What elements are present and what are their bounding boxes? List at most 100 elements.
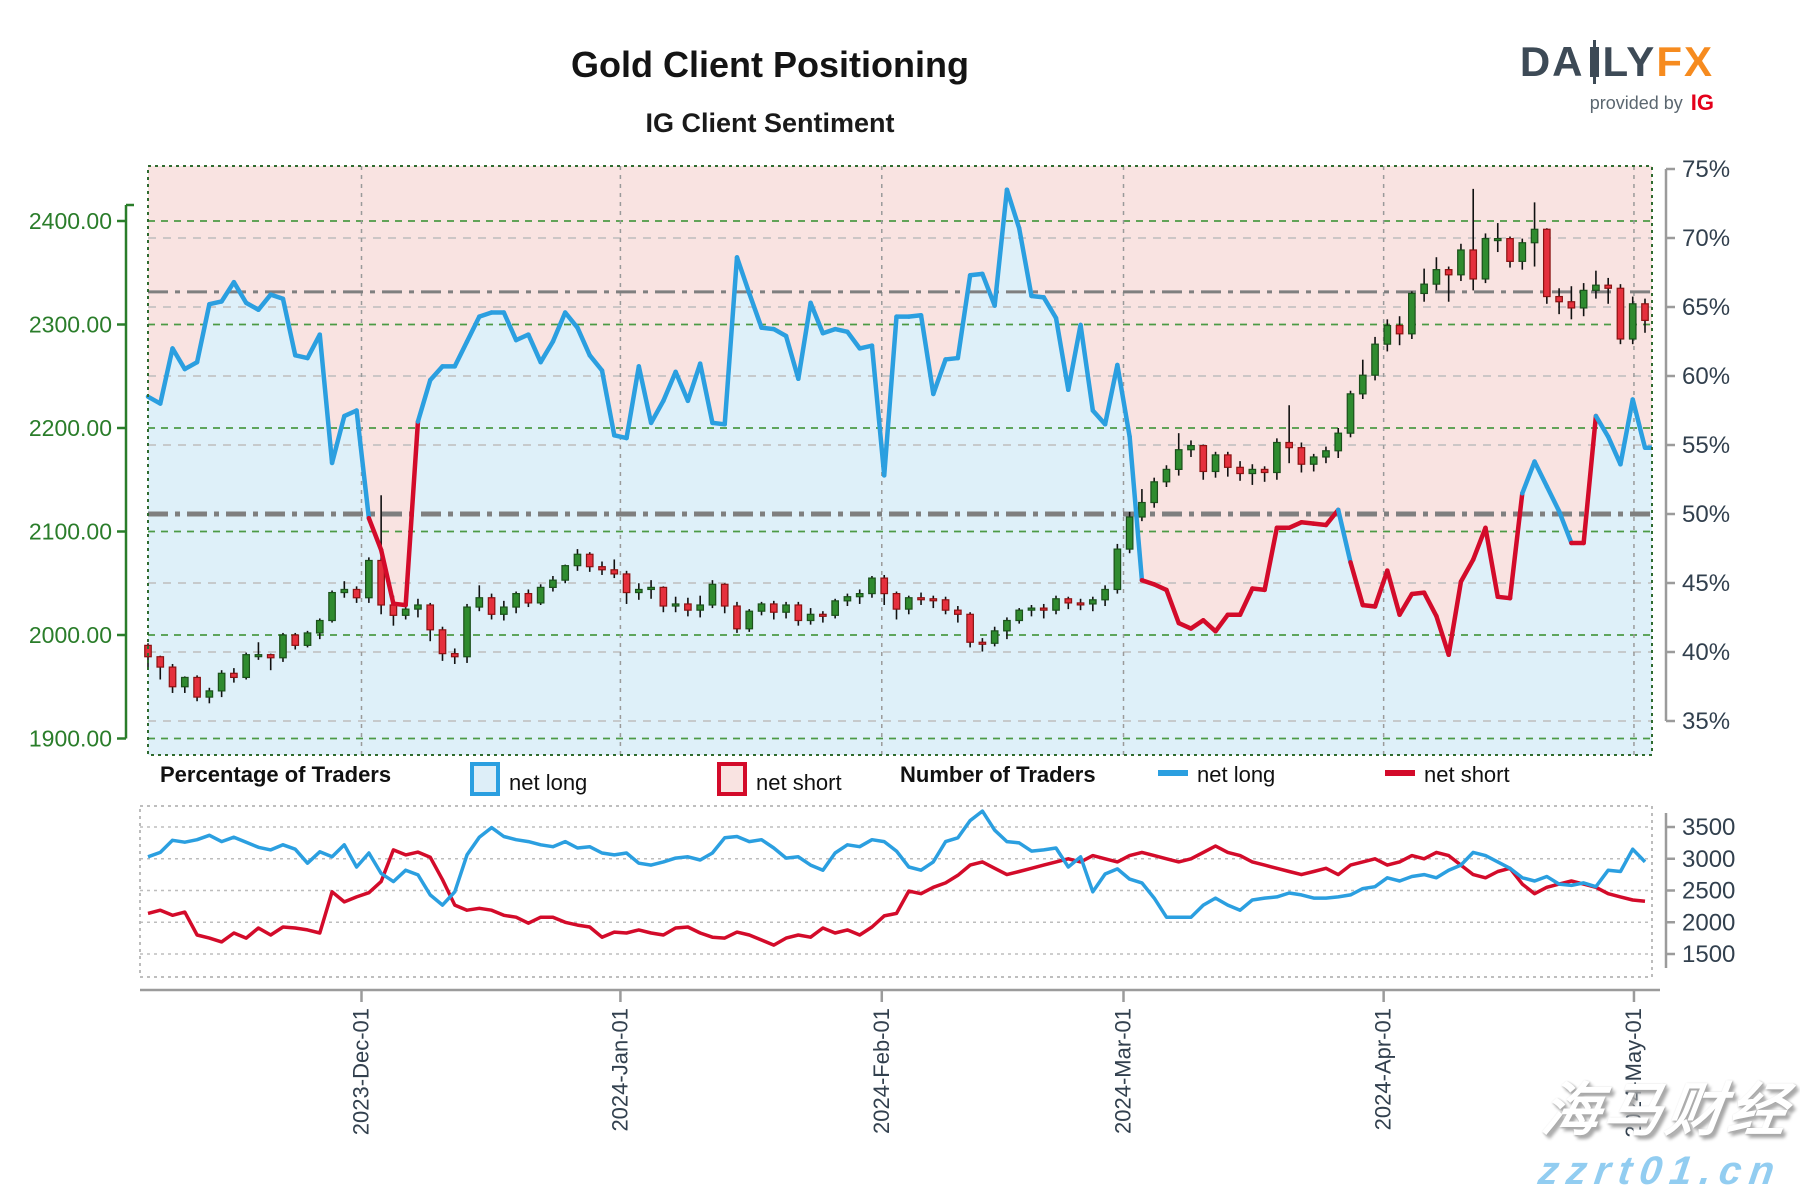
legend-number-header: Number of Traders: [900, 762, 1096, 787]
candle-bullish: [1162, 468, 1171, 483]
traders-net-short-line: [147, 844, 1646, 947]
percent-net-long-line: [808, 300, 826, 336]
watermark-chinese-text: 海马财经: [1537, 1078, 1796, 1143]
legend-num-net-long-label: net long: [1197, 762, 1276, 787]
candle-bullish: [1138, 501, 1146, 518]
candle-bullish: [1211, 454, 1220, 473]
percent-net-long-line: [881, 314, 899, 478]
x-tick-label: 2024-Jan-01: [607, 1008, 632, 1132]
percent-net-long-line: [1262, 525, 1280, 593]
candle-bearish: [193, 676, 201, 698]
candle-bearish: [1297, 447, 1306, 465]
candle-bearish: [598, 566, 606, 571]
price-tick-label: 2000.00: [29, 622, 112, 648]
percent-net-long-line: [182, 359, 200, 372]
candle-bullish: [708, 583, 717, 606]
candle-bullish: [217, 672, 226, 692]
candle-bullish: [1481, 237, 1490, 280]
percent-net-long-line: [538, 339, 556, 365]
percent-net-long-line: [1458, 557, 1476, 584]
candle-bullish: [1420, 283, 1428, 295]
percent-net-long-line: [403, 419, 421, 608]
candle-bullish: [549, 579, 557, 588]
candle-bullish: [512, 592, 520, 608]
candle-bearish: [684, 603, 692, 611]
candle-bullish: [242, 654, 251, 679]
percent-net-long-line: [1507, 491, 1525, 601]
candle-bearish: [524, 592, 533, 604]
candle-bullish: [328, 591, 336, 622]
percent-net-long-line: [1593, 413, 1611, 439]
percent-net-long-line: [1544, 484, 1562, 514]
percent-net-long-line: [1470, 525, 1488, 562]
percent-net-long-line: [1335, 507, 1353, 565]
percent-net-long-line: [1066, 322, 1083, 393]
candle-bearish: [733, 605, 741, 630]
percent-net-long-line: [1078, 322, 1096, 413]
candle-bullish: [414, 604, 422, 610]
candle-bearish: [144, 644, 152, 658]
ig-logo: IG: [1690, 90, 1714, 115]
candle-bullish: [634, 588, 643, 594]
percent-net-long-line: [1053, 315, 1071, 393]
candle-bearish: [1567, 301, 1576, 309]
percent-net-long-line: [1520, 459, 1537, 496]
x-tick-label: 2024-Apr-01: [1371, 1008, 1396, 1130]
percent-net-long-line: [624, 364, 642, 441]
candle-bullish: [904, 597, 913, 610]
candle-bearish: [819, 613, 827, 617]
candle-bearish: [426, 604, 435, 631]
traders-net-long-line: [147, 809, 1647, 919]
percent-net-long-line: [1127, 434, 1145, 583]
percent-tick-label: 70%: [1682, 225, 1730, 252]
percent-net-long-line: [464, 314, 482, 344]
candle-bullish: [1088, 599, 1097, 605]
candle-bearish: [438, 629, 447, 655]
percent-net-long-line: [845, 329, 862, 351]
count-tick-label: 2500: [1682, 878, 1735, 905]
percent-net-long-line: [697, 361, 715, 426]
candle-bearish: [1260, 468, 1269, 474]
net-short-swatch-icon: [717, 762, 747, 796]
percent-net-long-line: [317, 332, 335, 466]
x-tick-label: 2023-Dec-01: [349, 1008, 374, 1135]
percent-net-long-line: [1630, 397, 1648, 451]
candle-bullish: [1113, 548, 1122, 591]
page-title: Gold Client Positioning: [571, 44, 969, 85]
candle-bullish: [1518, 242, 1527, 262]
percent-net-long-line: [1102, 362, 1120, 427]
price-tick-label: 2400.00: [29, 208, 112, 234]
candle-bearish: [1223, 454, 1232, 468]
candle-bullish: [1027, 607, 1036, 611]
percent-net-long-line: [170, 346, 188, 372]
percent-net-long-line: [734, 255, 752, 296]
candle-bullish: [745, 610, 754, 630]
candle-bullish: [1174, 449, 1183, 470]
candle-bullish: [401, 608, 410, 616]
candlestick-icon: [1589, 40, 1599, 84]
percent-tick-label: 45%: [1682, 570, 1730, 597]
candle-bullish: [696, 604, 705, 611]
legend-pct-net-long-label: net long: [509, 770, 588, 795]
net-long-swatch-icon: [470, 762, 500, 796]
percent-net-long-line: [1605, 434, 1623, 467]
count-tick-label: 3000: [1682, 846, 1735, 873]
percent-net-long-line: [918, 313, 936, 397]
net-long-line-icon: [1158, 770, 1188, 776]
percent-tick-label: 65%: [1682, 294, 1730, 321]
percent-net-long-line: [980, 271, 997, 308]
percent-net-long-line: [305, 332, 323, 361]
candle-bullish: [1408, 292, 1416, 335]
candle-bearish: [230, 672, 238, 679]
legend-pct-net-short-label: net short: [756, 770, 842, 795]
percent-net-long-line: [931, 357, 948, 397]
logo-text-da: DA: [1519, 38, 1585, 85]
percent-tick-label: 75%: [1682, 156, 1730, 183]
candle-bearish: [156, 656, 165, 668]
dailyfx-wordmark: DA LY FX: [1520, 38, 1714, 86]
percent-net-long-line: [685, 361, 703, 404]
candle-bearish: [389, 604, 398, 616]
candle-bullish: [1457, 249, 1465, 276]
percent-net-long-line: [869, 343, 887, 478]
